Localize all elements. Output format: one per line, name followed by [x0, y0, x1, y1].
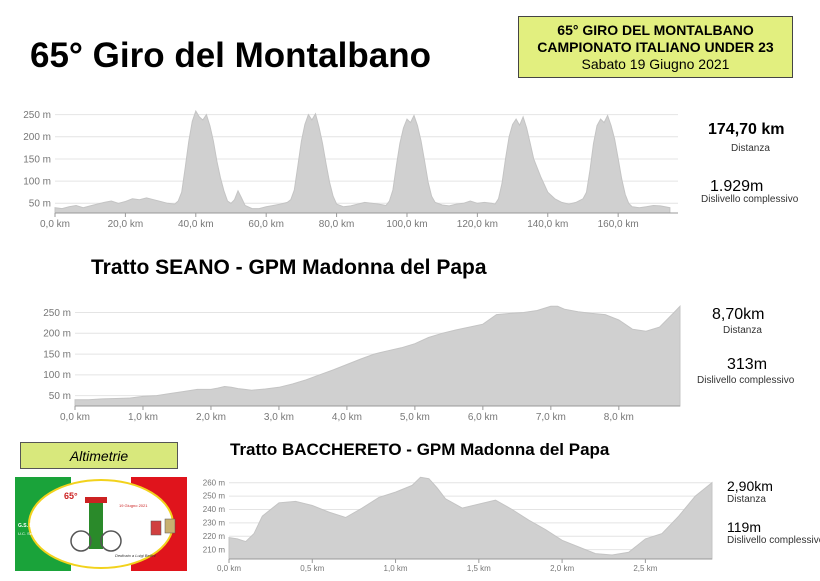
elevation-area [54, 109, 671, 214]
full-route-profile-chart: 50 m 100 m 150 m 200 m 250 m 0,0 km 20,0 km 40,… [23, 109, 678, 230]
y-tick-label: 250 m [203, 492, 226, 501]
y-tick-label: 220 m [203, 532, 226, 541]
x-tick-label: 120,0 km [457, 219, 498, 230]
bacchereto-elevation-label: Dislivello complessivo [727, 535, 820, 546]
x-tick-label: 8,0 km [604, 412, 634, 423]
y-tick-label: 200 m [23, 132, 51, 143]
logo-number: 65° [64, 491, 78, 501]
y-tick-label: 200 m [43, 329, 71, 340]
seano-section-title: Tratto SEANO - GPM Madonna del Papa [91, 256, 487, 279]
x-tick-label: 4,0 km [332, 412, 362, 423]
y-tick-label: 230 m [203, 519, 226, 528]
elevation-area [74, 305, 681, 407]
x-tick-label: 6,0 km [468, 412, 498, 423]
logo-date: 19 Giugno 2021 [119, 503, 148, 508]
seano-distance: 8,70km [712, 306, 765, 323]
y-tick-label: 50 m [49, 391, 71, 402]
race-poster-logo: 65° G.S. Bacchereto U.C. Seanese Corsa 1… [15, 477, 187, 571]
full-route-distance-label: Distanza [731, 143, 770, 154]
x-tick-label: 2,5 km [633, 564, 657, 573]
seano-elevation-label: Dislivello complessivo [697, 375, 795, 386]
full-route-elevation-label: Dislivello complessivo [701, 194, 799, 205]
y-tick-label: 250 m [23, 110, 51, 121]
page-title: 65° Giro del Montalbano [30, 36, 431, 75]
logo-club: G.S. Bacchereto [18, 523, 57, 529]
full-route-elevation: 1.929m [710, 178, 764, 195]
x-tick-label: 0,5 km [300, 564, 324, 573]
altimetrie-label: Altimetrie [20, 442, 178, 469]
x-tick-label: 1,5 km [467, 564, 491, 573]
x-tick-label: 100,0 km [386, 219, 427, 230]
y-tick-label: 210 m [203, 545, 226, 554]
y-tick-label: 250 m [43, 308, 71, 319]
x-tick-label: 2,0 km [550, 564, 574, 573]
bacchereto-distance: 2,90km [727, 478, 773, 494]
bacchereto-elevation: 119m [727, 519, 761, 535]
y-tick-label: 240 m [203, 505, 226, 514]
y-tick-label: 100 m [23, 176, 51, 187]
y-tick-label: 150 m [23, 154, 51, 165]
x-tick-label: 160,0 km [598, 219, 639, 230]
x-tick-label: 5,0 km [400, 412, 430, 423]
x-tick-label: 2,0 km [196, 412, 226, 423]
y-tick-label: 150 m [43, 349, 71, 360]
event-championship: CAMPIONATO ITALIANO UNDER 23 [537, 39, 774, 55]
y-tick-label: 50 m [29, 199, 51, 210]
event-info-box: 65° GIRO DEL MONTALBANO CAMPIONATO ITALI… [518, 16, 793, 78]
x-tick-label: 20,0 km [108, 219, 144, 230]
y-tick-label: 100 m [43, 370, 71, 381]
y-tick-label: 260 m [203, 478, 226, 487]
elevation-area [228, 476, 713, 560]
full-route-distance: 174,70 km [708, 121, 785, 138]
logo-club-2: U.C. Seanese Corsa [18, 531, 55, 536]
seano-elevation: 313m [727, 356, 768, 373]
x-tick-label: 1,0 km [128, 412, 158, 423]
x-tick-label: 0,0 km [60, 412, 90, 423]
x-tick-label: 80,0 km [319, 219, 355, 230]
x-tick-label: 7,0 km [536, 412, 566, 423]
event-date: Sabato 19 Giugno 2021 [581, 56, 730, 72]
bacchereto-section-title: Tratto BACCHERETO - GPM Madonna del Papa [230, 440, 610, 459]
bacchereto-profile-chart: 210 m 220 m 230 m 240 m 250 m 260 m 0,0 km 0,5 … [203, 476, 713, 573]
x-tick-label: 60,0 km [248, 219, 284, 230]
seano-profile-chart: 50 m 100 m 150 m 200 m 250 m 0,0 km 1,0 km 2,0 … [43, 305, 681, 423]
x-tick-label: 0,0 km [217, 564, 241, 573]
x-tick-label: 40,0 km [178, 219, 214, 230]
x-tick-label: 140,0 km [527, 219, 568, 230]
seano-distance-label: Distanza [723, 325, 762, 336]
x-tick-label: 1,0 km [384, 564, 408, 573]
event-title: 65° GIRO DEL MONTALBANO [557, 22, 754, 38]
x-tick-label: 3,0 km [264, 412, 294, 423]
logo-dedication: Dedicato a Luigi Bellini [115, 553, 156, 558]
x-tick-label: 0,0 km [40, 219, 70, 230]
bacchereto-distance-label: Distanza [727, 494, 766, 505]
